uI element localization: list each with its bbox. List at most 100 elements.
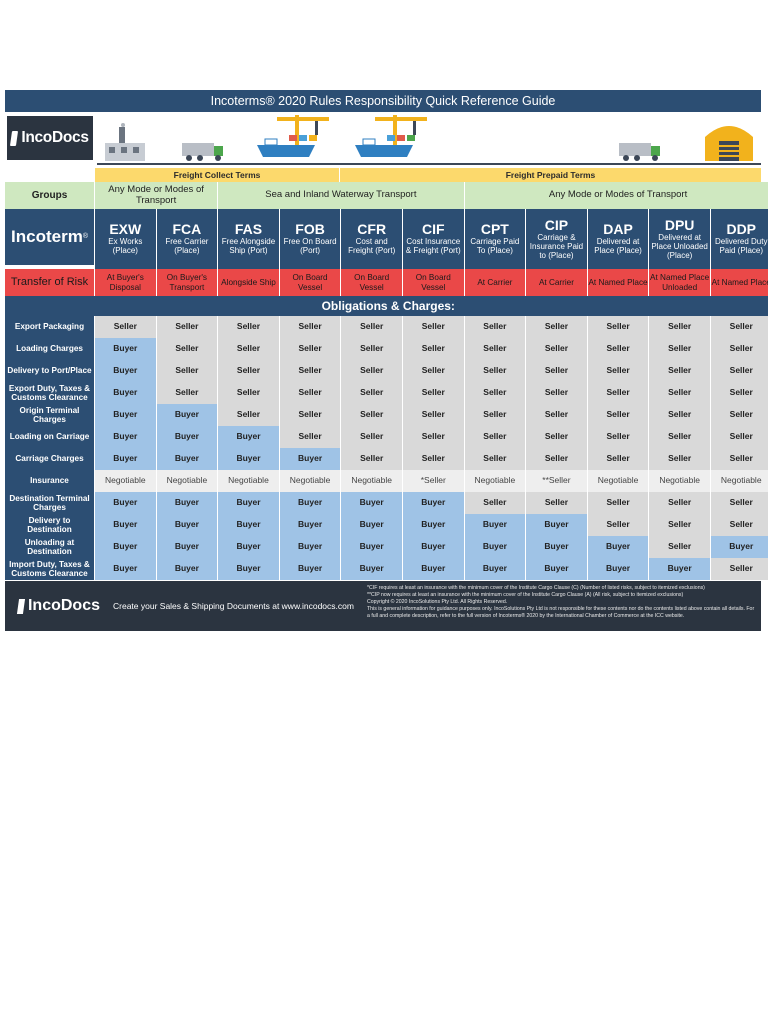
- incoterm-fas: FAS Free Alongside Ship (Port): [218, 209, 279, 269]
- obligation-label: Import Duty, Taxes & Customs Clearance: [5, 558, 94, 580]
- obligation-cell: Seller: [710, 426, 768, 448]
- freight-prepaid-terms: Freight Prepaid Terms: [340, 168, 761, 182]
- obligation-cell: Buyer: [156, 514, 218, 536]
- obligation-cell: Seller: [402, 382, 464, 404]
- incoterm-code: DDP: [726, 221, 757, 238]
- obligation-cell: Seller: [402, 338, 464, 360]
- responsibility-table: Groups Any Mode or Modes of Transport Se…: [5, 182, 768, 580]
- obligation-cell: Seller: [526, 492, 587, 514]
- incoterm-name: Free Carrier (Place): [165, 237, 209, 256]
- obligation-label: Export Duty, Taxes & Customs Clearance: [5, 382, 94, 404]
- incoterm-name: Delivered at Place Unloaded (Place): [651, 232, 708, 260]
- incoterm-code: CIP: [544, 216, 569, 233]
- obligation-label: Loading Charges: [5, 338, 94, 360]
- incoterm-name: Cost Insurance & Freight (Port): [405, 237, 461, 256]
- obligation-cell: Seller: [464, 426, 526, 448]
- obligation-cell: Buyer: [156, 404, 218, 426]
- obligation-cell: Seller: [464, 382, 526, 404]
- obligation-cell: Negotiable: [156, 470, 218, 492]
- obligation-cell: Seller: [526, 426, 587, 448]
- obligation-cell: Seller: [279, 426, 341, 448]
- obligation-cell: Seller: [587, 338, 649, 360]
- obligation-cell: Buyer: [587, 536, 649, 558]
- obligation-cell: Seller: [464, 316, 526, 338]
- ground-line: [97, 163, 761, 165]
- obligation-cell: Negotiable: [649, 470, 710, 492]
- group-any-mode-collect: Any Mode or Modes of Transport: [95, 182, 218, 209]
- obligation-cell: Negotiable: [218, 470, 279, 492]
- incoterm-fob: FOB Free On Board (Port): [279, 209, 341, 269]
- obligation-cell: Seller: [341, 426, 402, 448]
- footer-note: *CIF requires at least an insurance with…: [367, 585, 705, 591]
- obligation-cell: Buyer: [279, 448, 341, 470]
- obligation-cell: Buyer: [95, 404, 156, 426]
- risk-cell: At Buyer's Disposal: [95, 269, 156, 296]
- obligation-cell: Buyer: [218, 492, 279, 514]
- port-crane-ship-icon-2: [355, 115, 427, 157]
- obligation-cell: Buyer: [218, 448, 279, 470]
- obligation-cell: Negotiable: [587, 470, 649, 492]
- obligation-cell: Buyer: [402, 514, 464, 536]
- incoterm-code: FAS: [234, 221, 263, 238]
- incoterm-label: Incoterm ®: [5, 209, 94, 265]
- incoterm-code: DAP: [603, 221, 633, 238]
- incoterm-code: FCA: [172, 221, 202, 238]
- incoterm-code: EXW: [109, 221, 142, 238]
- obligation-label: Insurance: [5, 470, 94, 492]
- obligation-cell: Seller: [156, 338, 218, 360]
- incoterm-dap: DAP Delivered at Place (Place): [587, 209, 649, 269]
- incoterm-code: FOB: [295, 221, 325, 238]
- term-type-band: Freight Collect Terms Freight Prepaid Te…: [5, 168, 761, 182]
- freight-collect-terms: Freight Collect Terms: [95, 168, 339, 182]
- group-sea-inland: Sea and Inland Waterway Transport: [218, 182, 464, 209]
- incoterm-fca: FCA Free Carrier (Place): [156, 209, 218, 269]
- incoterm-name: Delivered Duty Paid (Place): [715, 237, 768, 256]
- incoterm-code: DPU: [664, 216, 695, 233]
- footer-note: Copyright © 2020 IncoSolutions Pty Ltd. …: [367, 599, 508, 606]
- incodocs-mark-icon: [10, 130, 19, 146]
- truck-icon-2: [619, 143, 660, 161]
- obligation-cell: Seller: [710, 514, 768, 536]
- obligation-cell: **Seller: [526, 470, 587, 492]
- footer-note: **CIP now requires at least an insurance…: [367, 592, 684, 599]
- port-crane-ship-icon: [257, 115, 329, 157]
- obligation-cell: Buyer: [95, 514, 156, 536]
- incoterm-name: Free On Board (Port): [283, 237, 337, 256]
- risk-cell: On Board Vessel: [279, 269, 341, 296]
- obligation-cell: Seller: [649, 426, 710, 448]
- obligation-cell: Seller: [649, 404, 710, 426]
- incoterm-name: Delivered at Place (Place): [594, 237, 642, 256]
- obligation-cell: Buyer: [279, 514, 341, 536]
- obligation-cell: Buyer: [95, 338, 156, 360]
- obligation-cell: Buyer: [341, 536, 402, 558]
- incoterm-name: Carriage & Insurance Paid to (Place): [529, 232, 584, 260]
- obligation-cell: Seller: [526, 382, 587, 404]
- obligation-cell: Seller: [710, 448, 768, 470]
- obligation-cell: Seller: [587, 514, 649, 536]
- incoterm-code: CIF: [421, 221, 445, 238]
- risk-cell: On Buyer's Transport: [156, 269, 218, 296]
- obligation-cell: Seller: [649, 448, 710, 470]
- obligation-cell: Seller: [464, 404, 526, 426]
- obligation-label: Origin Terminal Charges: [5, 404, 94, 426]
- obligation-cell: Seller: [649, 536, 710, 558]
- obligation-cell: Seller: [587, 316, 649, 338]
- obligation-cell: Buyer: [279, 558, 341, 580]
- obligation-cell: Buyer: [95, 360, 156, 382]
- incoterm-name: Carriage Paid To (Place): [470, 237, 520, 256]
- obligation-cell: Buyer: [279, 492, 341, 514]
- risk-cell: At Carrier: [526, 269, 587, 296]
- obligation-cell: Seller: [526, 448, 587, 470]
- obligation-label: Delivery to Port/Place: [5, 360, 94, 382]
- obligation-cell: Buyer: [402, 536, 464, 558]
- obligation-cell: Seller: [464, 448, 526, 470]
- obligation-cell: Buyer: [464, 536, 526, 558]
- obligation-cell: Seller: [710, 360, 768, 382]
- obligation-cell: Seller: [218, 338, 279, 360]
- obligation-cell: Seller: [710, 316, 768, 338]
- obligation-label: Export Packaging: [5, 316, 94, 338]
- obligation-cell: Buyer: [526, 536, 587, 558]
- obligation-cell: Seller: [649, 360, 710, 382]
- obligation-cell: Buyer: [526, 514, 587, 536]
- obligation-cell: Seller: [279, 404, 341, 426]
